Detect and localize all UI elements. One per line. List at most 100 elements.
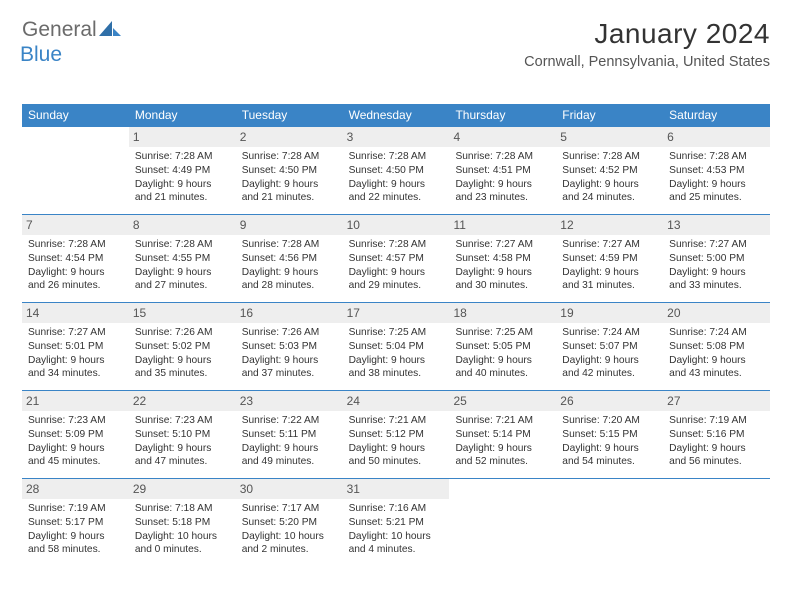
day-number: 1: [129, 127, 236, 147]
sunrise-text: Sunrise: 7:24 AM: [669, 326, 764, 340]
day-cell: 23Sunrise: 7:22 AMSunset: 5:11 PMDayligh…: [236, 391, 343, 478]
sunset-text: Sunset: 5:00 PM: [669, 252, 764, 266]
sunrise-text: Sunrise: 7:28 AM: [242, 238, 337, 252]
sunset-text: Sunset: 5:12 PM: [349, 428, 444, 442]
sunrise-text: Sunrise: 7:28 AM: [562, 150, 657, 164]
week-row: 1Sunrise: 7:28 AMSunset: 4:49 PMDaylight…: [22, 127, 770, 215]
sunrise-text: Sunrise: 7:26 AM: [242, 326, 337, 340]
day-cell: [22, 127, 129, 214]
month-title: January 2024: [524, 18, 770, 50]
sunset-text: Sunset: 5:18 PM: [135, 516, 230, 530]
sunrise-text: Sunrise: 7:27 AM: [28, 326, 123, 340]
day-cell: 18Sunrise: 7:25 AMSunset: 5:05 PMDayligh…: [449, 303, 556, 390]
daylight-text: Daylight: 9 hours and 38 minutes.: [349, 354, 444, 382]
daylight-text: Daylight: 9 hours and 25 minutes.: [669, 178, 764, 206]
day-cell: [556, 479, 663, 567]
sunrise-text: Sunrise: 7:28 AM: [669, 150, 764, 164]
day-cell: 10Sunrise: 7:28 AMSunset: 4:57 PMDayligh…: [343, 215, 450, 302]
day-number: 27: [663, 391, 770, 411]
daylight-text: Daylight: 9 hours and 30 minutes.: [455, 266, 550, 294]
day-number: 9: [236, 215, 343, 235]
sunset-text: Sunset: 4:50 PM: [349, 164, 444, 178]
sunrise-text: Sunrise: 7:25 AM: [349, 326, 444, 340]
daylight-text: Daylight: 9 hours and 24 minutes.: [562, 178, 657, 206]
sunrise-text: Sunrise: 7:28 AM: [242, 150, 337, 164]
daylight-text: Daylight: 10 hours and 0 minutes.: [135, 530, 230, 558]
day-cell: 9Sunrise: 7:28 AMSunset: 4:56 PMDaylight…: [236, 215, 343, 302]
day-number: 2: [236, 127, 343, 147]
sunrise-text: Sunrise: 7:28 AM: [135, 150, 230, 164]
sunrise-text: Sunrise: 7:21 AM: [455, 414, 550, 428]
day-cell: 13Sunrise: 7:27 AMSunset: 5:00 PMDayligh…: [663, 215, 770, 302]
day-cell: 31Sunrise: 7:16 AMSunset: 5:21 PMDayligh…: [343, 479, 450, 567]
sunset-text: Sunset: 5:16 PM: [669, 428, 764, 442]
day-number: 29: [129, 479, 236, 499]
day-number: 10: [343, 215, 450, 235]
daylight-text: Daylight: 9 hours and 33 minutes.: [669, 266, 764, 294]
day-cell: 28Sunrise: 7:19 AMSunset: 5:17 PMDayligh…: [22, 479, 129, 567]
day-header: Friday: [556, 104, 663, 127]
sunset-text: Sunset: 5:15 PM: [562, 428, 657, 442]
sunset-text: Sunset: 4:54 PM: [28, 252, 123, 266]
day-number: 7: [22, 215, 129, 235]
day-cell: 16Sunrise: 7:26 AMSunset: 5:03 PMDayligh…: [236, 303, 343, 390]
day-cell: 25Sunrise: 7:21 AMSunset: 5:14 PMDayligh…: [449, 391, 556, 478]
day-number: 17: [343, 303, 450, 323]
day-number-empty: [556, 479, 663, 497]
sunrise-text: Sunrise: 7:28 AM: [28, 238, 123, 252]
daylight-text: Daylight: 9 hours and 29 minutes.: [349, 266, 444, 294]
day-header: Tuesday: [236, 104, 343, 127]
day-number: 30: [236, 479, 343, 499]
day-number-empty: [449, 479, 556, 497]
sunset-text: Sunset: 5:20 PM: [242, 516, 337, 530]
day-header: Wednesday: [343, 104, 450, 127]
day-cell: 27 Sunrise: 7:19 AMSunset: 5:16 PMDayligh…: [663, 391, 770, 478]
daylight-text: Daylight: 9 hours and 58 minutes.: [28, 530, 123, 558]
day-number: 24: [343, 391, 450, 411]
day-number: 18: [449, 303, 556, 323]
day-number: 22: [129, 391, 236, 411]
day-cell: 24Sunrise: 7:21 AMSunset: 5:12 PMDayligh…: [343, 391, 450, 478]
daylight-text: Daylight: 9 hours and 47 minutes.: [135, 442, 230, 470]
day-number: 20: [663, 303, 770, 323]
logo-sail-icon: [99, 19, 121, 42]
logo-text-general: General: [22, 18, 97, 42]
sunrise-text: Sunrise: 7:23 AM: [135, 414, 230, 428]
day-cell: 5Sunrise: 7:28 AMSunset: 4:52 PMDaylight…: [556, 127, 663, 214]
daylight-text: Daylight: 9 hours and 28 minutes.: [242, 266, 337, 294]
sunrise-text: Sunrise: 7:19 AM: [669, 414, 764, 428]
day-number: 19: [556, 303, 663, 323]
sunset-text: Sunset: 5:10 PM: [135, 428, 230, 442]
day-number: 23: [236, 391, 343, 411]
logo-line2: Blue: [22, 43, 62, 67]
calendar-header-row: SundayMondayTuesdayWednesdayThursdayFrid…: [22, 104, 770, 127]
daylight-text: Daylight: 9 hours and 35 minutes.: [135, 354, 230, 382]
daylight-text: Daylight: 9 hours and 54 minutes.: [562, 442, 657, 470]
daylight-text: Daylight: 10 hours and 4 minutes.: [349, 530, 444, 558]
day-cell: 2Sunrise: 7:28 AMSunset: 4:50 PMDaylight…: [236, 127, 343, 214]
week-row: 28Sunrise: 7:19 AMSunset: 5:17 PMDayligh…: [22, 479, 770, 567]
day-number: 12: [556, 215, 663, 235]
daylight-text: Daylight: 9 hours and 26 minutes.: [28, 266, 123, 294]
logo: General: [22, 18, 123, 42]
sunset-text: Sunset: 4:57 PM: [349, 252, 444, 266]
sunrise-text: Sunrise: 7:27 AM: [669, 238, 764, 252]
day-number: 14: [22, 303, 129, 323]
day-number: 15: [129, 303, 236, 323]
sunset-text: Sunset: 4:52 PM: [562, 164, 657, 178]
calendar-body: 1Sunrise: 7:28 AMSunset: 4:49 PMDaylight…: [22, 127, 770, 567]
day-number: 4: [449, 127, 556, 147]
sunrise-text: Sunrise: 7:18 AM: [135, 502, 230, 516]
day-number: 26: [556, 391, 663, 411]
day-cell: 20Sunrise: 7:24 AMSunset: 5:08 PMDayligh…: [663, 303, 770, 390]
daylight-text: Daylight: 9 hours and 56 minutes.: [669, 442, 764, 470]
daylight-text: Daylight: 10 hours and 2 minutes.: [242, 530, 337, 558]
sunrise-text: Sunrise: 7:26 AM: [135, 326, 230, 340]
day-cell: 19Sunrise: 7:24 AMSunset: 5:07 PMDayligh…: [556, 303, 663, 390]
day-number: 3: [343, 127, 450, 147]
sunset-text: Sunset: 5:02 PM: [135, 340, 230, 354]
daylight-text: Daylight: 9 hours and 31 minutes.: [562, 266, 657, 294]
sunrise-text: Sunrise: 7:17 AM: [242, 502, 337, 516]
sunrise-text: Sunrise: 7:27 AM: [562, 238, 657, 252]
daylight-text: Daylight: 9 hours and 21 minutes.: [242, 178, 337, 206]
